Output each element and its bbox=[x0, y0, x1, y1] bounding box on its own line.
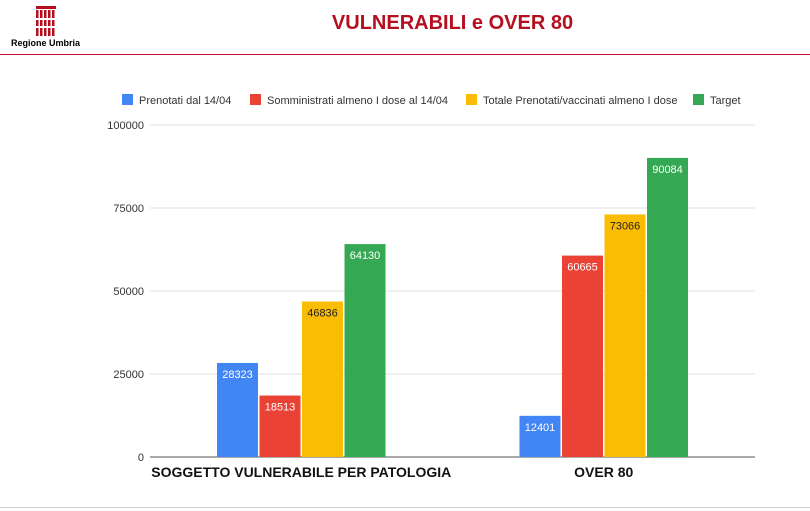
chart-legend: Prenotati dal 14/04 Somministrati almeno … bbox=[122, 94, 741, 107]
bar-value-label: 64130 bbox=[350, 250, 381, 262]
chart-bars: 28323 18513 46836 64130 12401 60665 73066 90084 bbox=[217, 157, 688, 457]
legend-swatch bbox=[693, 94, 704, 105]
y-tick-label: 50000 bbox=[113, 286, 144, 298]
bar-0-0 bbox=[217, 362, 258, 457]
legend-swatch bbox=[250, 94, 261, 105]
bar-value-label: 46836 bbox=[307, 308, 338, 320]
bar-0-2 bbox=[302, 301, 343, 457]
y-tick-label: 100000 bbox=[107, 120, 144, 132]
category-label: SOGGETTO VULNERABILE PER PATOLOGIA bbox=[151, 464, 451, 480]
footer-divider bbox=[0, 507, 810, 508]
bar-value-label: 60665 bbox=[567, 262, 598, 274]
bar-0-3 bbox=[344, 244, 386, 457]
regione-umbria-logo bbox=[36, 6, 56, 36]
x-axis: SOGGETTO VULNERABILE PER PATOLOGIA OVER 8… bbox=[151, 464, 633, 480]
bar-value-label: 12401 bbox=[525, 422, 556, 434]
bar-value-label: 18513 bbox=[265, 402, 296, 414]
y-tick-label: 75000 bbox=[113, 203, 144, 215]
bar-1-3 bbox=[647, 157, 688, 457]
bar-1-2 bbox=[604, 214, 646, 457]
slide-header: Regione Umbria VULNERABILI e OVER 80 bbox=[0, 0, 810, 55]
bar-value-label: 28323 bbox=[222, 369, 253, 381]
bar-1-0 bbox=[519, 415, 561, 457]
bar-0-1 bbox=[259, 395, 301, 457]
legend-swatch bbox=[466, 94, 477, 105]
y-tick-label: 0 bbox=[138, 452, 144, 464]
bar-value-label: 90084 bbox=[652, 164, 683, 176]
slide-title: VULNERABILI e OVER 80 bbox=[331, 12, 574, 34]
legend-item-label: Target bbox=[710, 95, 741, 107]
legend-item-label: Prenotati dal 14/04 bbox=[139, 95, 231, 107]
bar-value-label: 73066 bbox=[610, 220, 641, 232]
legend-item-label: Totale Prenotati/vaccinati almeno I dose bbox=[483, 95, 677, 107]
y-tick-label: 25000 bbox=[113, 369, 144, 381]
legend-item-label: Somministrati almeno I dose al 14/04 bbox=[267, 95, 448, 107]
category-label: OVER 80 bbox=[574, 464, 633, 480]
legend-swatch bbox=[122, 94, 133, 105]
logo-text: Regione Umbria bbox=[11, 38, 81, 48]
bar-1-1 bbox=[562, 255, 603, 457]
y-axis: 0 25000 50000 75000 100000 bbox=[107, 120, 144, 464]
